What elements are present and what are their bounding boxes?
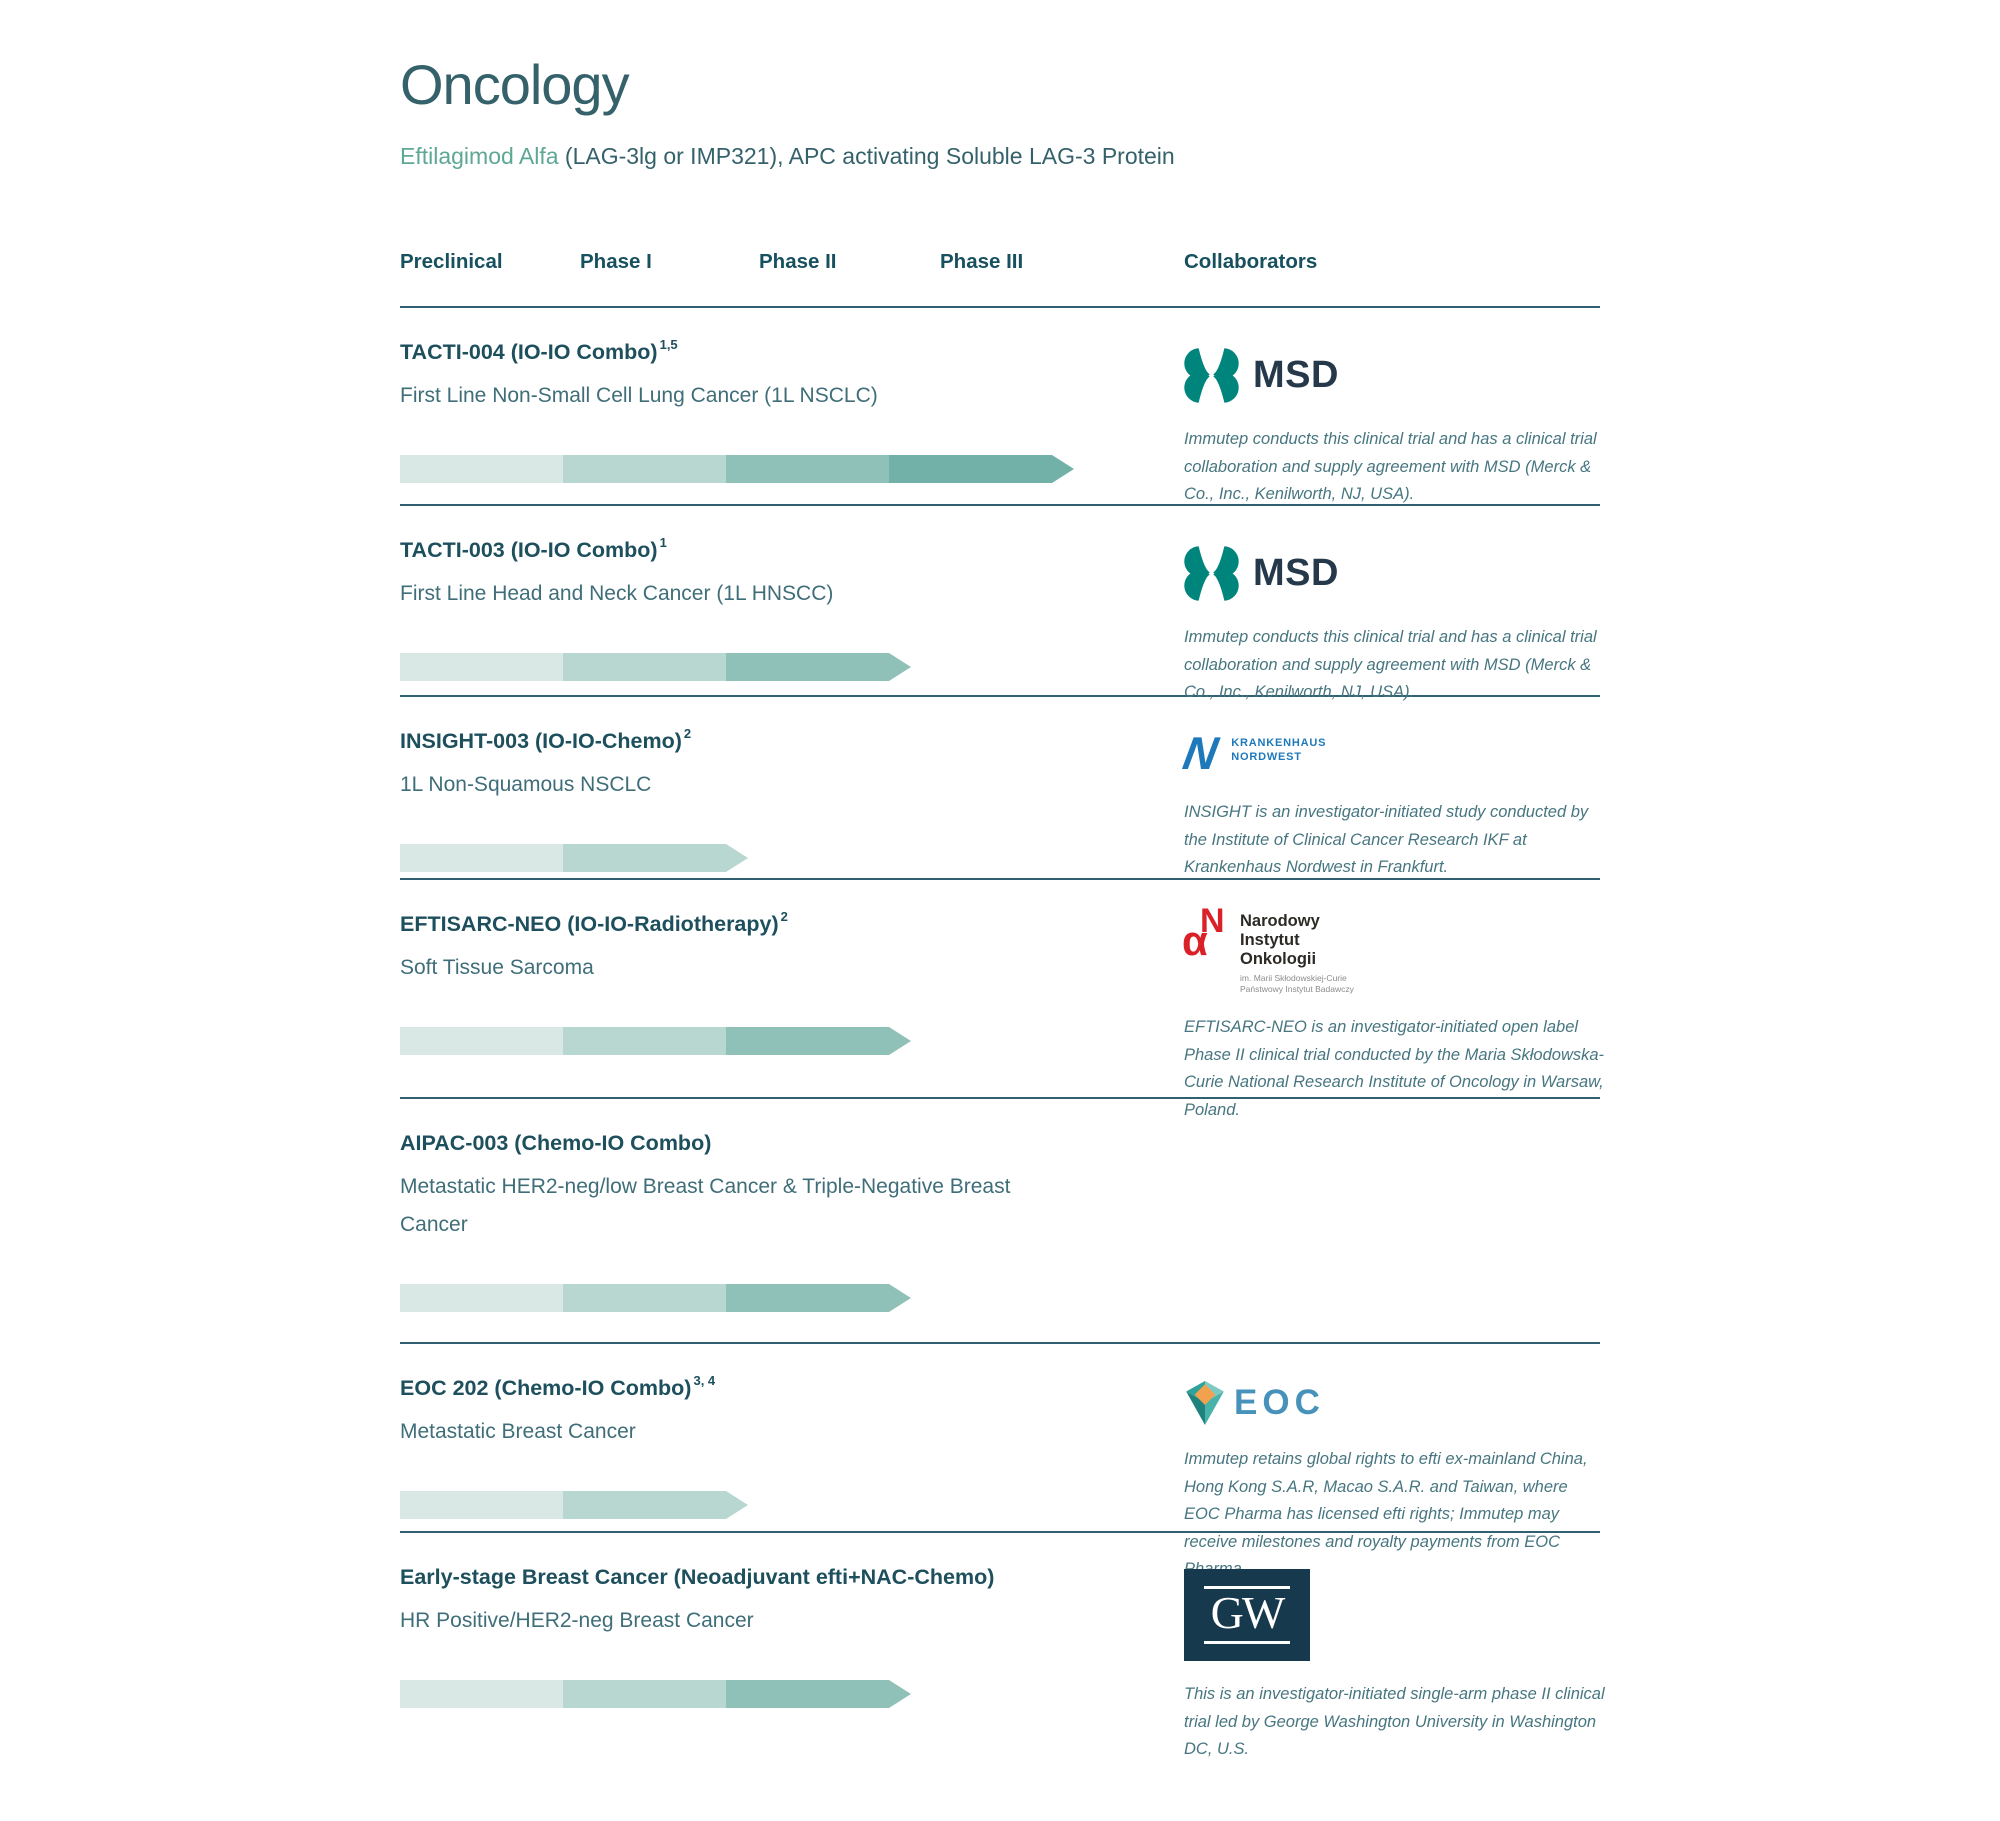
page-title: Oncology — [400, 53, 630, 116]
trial-row-tacti-003: TACTI-003 (IO-IO Combo) 1 First Line Head… — [400, 506, 1600, 701]
trial-row-early-stage-breast-cancer: Early-stage Breast Cancer (Neoadjuvant e… — [400, 1533, 1605, 1821]
narodowy-wordmark: Narodowy Instytut Onkologii im. Marii Sk… — [1240, 912, 1354, 994]
footnote-superscript: 2 — [683, 726, 692, 741]
drug-name: Eftilagimod Alfa — [400, 143, 559, 169]
krankenhaus-nordwest-wordmark: KRANKENHAUS NORDWEST — [1231, 737, 1327, 763]
footnote-superscript: 3, 4 — [693, 1373, 716, 1388]
eoc-logo: EOC — [1184, 1380, 1608, 1426]
eoc-wordmark: EOC — [1234, 1383, 1325, 1422]
footnote-superscript: 2 — [780, 909, 788, 924]
trial-indication: Metastatic HER2-neg/low Breast Cancer & … — [400, 1175, 1011, 1237]
collaborator-cell-empty — [1184, 1099, 1608, 1135]
phase-progress-bar — [400, 1680, 1600, 1709]
trial-row-aipac-003: AIPAC-003 (Chemo-IO Combo) Metastatic HE… — [400, 1099, 1600, 1344]
collaborator-cell: N KRANKENHAUS NORDWEST INSIGHT is an inve… — [1179, 697, 1608, 882]
phase-progress-bar — [400, 1284, 1600, 1313]
trial-row-tacti-004: TACTI-004 (IO-IO Combo) 1,5 First Line No… — [400, 308, 1600, 506]
phase-header-row: Preclinical Phase I Phase II Phase III C… — [400, 250, 1600, 306]
column-header-phase-3: Phase III — [940, 250, 1024, 273]
collaborator-note: EFTISARC-NEO is an investigator-initiate… — [1184, 1018, 1605, 1119]
collaborator-cell: MSD Immutep conducts this clinical trial… — [1184, 506, 1608, 707]
msd-logo: MSD — [1184, 344, 1608, 406]
trial-name: TACTI-004 (IO-IO Combo) 1,5 — [400, 337, 678, 365]
trial-rows: TACTI-004 (IO-IO Combo) 1,5 First Line No… — [400, 306, 1605, 1821]
drug-description: (LAG-3lg or IMP321), APC activating Solu… — [558, 143, 1175, 169]
trial-name: EOC 202 (Chemo-IO Combo) 3, 4 — [400, 1373, 716, 1401]
trial-name: Early-stage Breast Cancer (Neoadjuvant e… — [400, 1565, 995, 1590]
msd-flower-icon — [1184, 346, 1239, 404]
footnote-superscript: 1 — [659, 535, 667, 550]
column-header-phase-2: Phase II — [759, 250, 837, 273]
phase-progress-bar — [400, 653, 1600, 682]
msd-logo: MSD — [1184, 542, 1608, 604]
trial-indication: First Line Head and Neck Cancer (1L HNSC… — [400, 582, 834, 606]
collaborator-cell: EOC Immutep retains global rights to eft… — [1184, 1344, 1608, 1584]
collaborator-note: INSIGHT is an investigator-initiated stu… — [1184, 803, 1589, 876]
trial-row-eoc-202: EOC 202 (Chemo-IO Combo) 3, 4 Metastatic … — [400, 1344, 1600, 1578]
collaborator-cell: MSD Immutep conducts this clinical trial… — [1184, 308, 1608, 509]
trial-indication: First Line Non-Small Cell Lung Cancer (1… — [400, 384, 878, 408]
trial-row-eftisarc-neo: EFTISARC-NEO (IO-IO-Radiotherapy) 2 Soft … — [400, 880, 1604, 1119]
eoc-gem-icon — [1186, 1381, 1224, 1425]
trial-row-insight-003: INSIGHT-003 (IO-IO-Chemo) 2 1L Non-Squamo… — [400, 697, 1600, 880]
trial-name: AIPAC-003 (Chemo-IO Combo) — [400, 1131, 712, 1156]
trial-indication: 1L Non-Squamous NSCLC — [400, 773, 652, 797]
trial-indication: Soft Tissue Sarcoma — [400, 956, 594, 980]
column-header-collaborators: Collaborators — [1184, 250, 1318, 273]
phase-progress-bar — [400, 455, 1600, 484]
phase-progress-bar — [400, 1027, 1600, 1056]
column-header-preclinical: Preclinical — [400, 250, 503, 273]
msd-wordmark: MSD — [1253, 353, 1339, 396]
trial-name: INSIGHT-003 (IO-IO-Chemo) 2 — [400, 726, 692, 754]
footnote-superscript: 1,5 — [659, 337, 678, 352]
krankenhaus-nordwest-n-icon: N — [1179, 727, 1222, 779]
trial-name: TACTI-003 (IO-IO Combo) 1 — [400, 535, 667, 563]
phase-progress-bar — [400, 1491, 1600, 1520]
collaborator-note: This is an investigator-initiated single… — [1184, 1685, 1605, 1758]
pipeline-table: Preclinical Phase I Phase II Phase III C… — [400, 250, 1605, 1821]
collaborator-note: Immutep conducts this clinical trial and… — [1184, 430, 1597, 503]
gw-monogram: GW — [1210, 1587, 1286, 1638]
msd-wordmark: MSD — [1253, 551, 1339, 594]
column-header-phase-1: Phase I — [580, 250, 652, 273]
msd-flower-icon — [1184, 544, 1239, 602]
collaborator-note: Immutep retains global rights to efti ex… — [1184, 1450, 1588, 1578]
krankenhaus-nordwest-logo: N KRANKENHAUS NORDWEST — [1179, 727, 1608, 779]
collaborator-cell: GW This is an investigator-initiated sin… — [1184, 1533, 1608, 1764]
trial-indication: HR Positive/HER2-neg Breast Cancer — [400, 1609, 754, 1633]
phase-progress-bar — [400, 844, 1600, 873]
trial-name: EFTISARC-NEO (IO-IO-Radiotherapy) 2 — [400, 909, 788, 937]
page-subtitle: Eftilagimod Alfa (LAG-3lg or IMP321), AP… — [400, 143, 1175, 170]
trial-indication: Metastatic Breast Cancer — [400, 1420, 636, 1444]
collaborator-note: Immutep conducts this clinical trial and… — [1184, 628, 1597, 701]
gw-logo: GW — [1184, 1569, 1310, 1661]
